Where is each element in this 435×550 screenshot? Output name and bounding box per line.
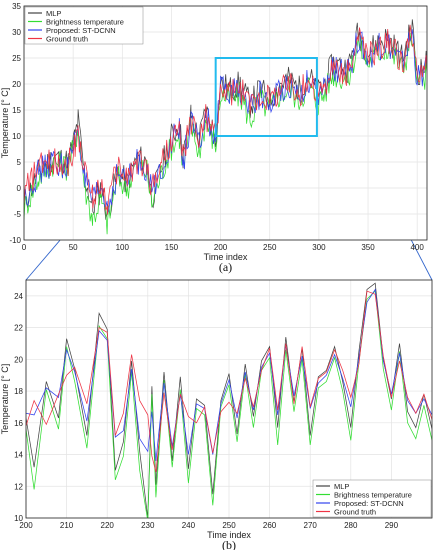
y-tick-label: 20 [12, 80, 21, 89]
panel-b-frame [25, 279, 433, 519]
x-tick-label: 250 [263, 243, 277, 252]
series-line-ground-truth [26, 290, 432, 473]
x-tick-label: 260 [263, 521, 277, 530]
x-tick-label: 200 [214, 243, 228, 252]
series-line-proposed-st-dcnn [24, 29, 427, 215]
x-tick-label: 290 [385, 521, 399, 530]
panel-b-y-axis-label: Temperature [° C] [0, 364, 10, 435]
panel-a-y-axis-label: Temperature [° C] [0, 88, 10, 159]
panel-a-frame [23, 5, 428, 241]
y-tick-label: 35 [12, 2, 21, 11]
y-tick-label: 25 [12, 54, 21, 63]
series-line-ground-truth [24, 24, 427, 215]
panel-b: 200 210 220 230 240 250 260 270 280 290 10 12 14 16 18… [0, 279, 433, 550]
x-tick-label: 270 [304, 521, 318, 530]
y-tick-label: 10 [12, 132, 21, 141]
y-tick-label: -5 [14, 210, 22, 219]
y-tick-label: 16 [14, 419, 23, 428]
x-tick-label: 150 [165, 243, 179, 252]
legend-entry: Ground truth [334, 507, 376, 516]
y-tick-label: 10 [14, 514, 23, 523]
panel-b-caption: (b) [222, 538, 236, 550]
legend-box [312, 479, 432, 518]
x-tick-label: 240 [182, 521, 196, 530]
legend-entry: MLP [46, 9, 61, 18]
x-tick-label: 400 [410, 243, 424, 252]
x-tick-label: 200 [19, 521, 33, 530]
x-tick-label: 280 [344, 521, 358, 530]
x-tick-label: 100 [116, 243, 130, 252]
y-tick-label: 0 [17, 184, 22, 193]
x-tick-label: 50 [69, 243, 78, 252]
y-tick-label: 30 [12, 28, 21, 37]
x-tick-label: 250 [222, 521, 236, 530]
y-tick-label: 18 [14, 387, 23, 396]
panel-a-caption: (a) [219, 260, 232, 274]
y-tick-label: -10 [9, 236, 21, 245]
panel-a-x-axis-label: Time index [204, 252, 248, 262]
panel-a: 0 50 100 150 200 250 300 350 400 -10 -5 0 5 10 15 20 25 3… [0, 2, 428, 274]
panel-b-x-axis-label: Time index [207, 530, 251, 540]
x-tick-label: 300 [312, 243, 326, 252]
legend-entry: Proposed: ST-DCNN [334, 499, 404, 508]
legend-entry: Brightness temperature [334, 490, 412, 499]
legend-entry: Proposed: ST-DCNN [46, 26, 116, 35]
y-tick-label: 22 [14, 324, 23, 333]
series-line-proposed-st-dcnn [26, 288, 432, 461]
y-tick-label: 12 [14, 482, 23, 491]
legend-entry: Brightness temperature [46, 17, 124, 26]
y-tick-label: 15 [12, 106, 21, 115]
y-tick-label: 5 [17, 158, 22, 167]
panel-a-ticks: 0 50 100 150 200 250 300 350 400 -10 -5 0 5 10 15 20 25 3… [9, 2, 424, 252]
y-tick-label: 20 [14, 355, 23, 364]
x-tick-label: 210 [60, 521, 74, 530]
y-tick-label: 24 [14, 292, 23, 301]
panel-b-ticks: 200 210 220 230 240 250 260 270 280 290 10 12 14 16 18… [14, 292, 399, 530]
x-tick-label: 350 [361, 243, 375, 252]
zoom-region-box [214, 57, 318, 137]
x-tick-label: 230 [141, 521, 155, 530]
x-tick-label: 0 [22, 243, 27, 252]
legend-box [24, 6, 144, 45]
y-tick-label: 14 [14, 451, 23, 460]
panel-b-lines [26, 282, 432, 518]
panel-a-lines [24, 19, 427, 235]
legend-entry: Ground truth [46, 34, 88, 43]
legend-entry: MLP [334, 482, 349, 491]
x-tick-label: 220 [101, 521, 115, 530]
